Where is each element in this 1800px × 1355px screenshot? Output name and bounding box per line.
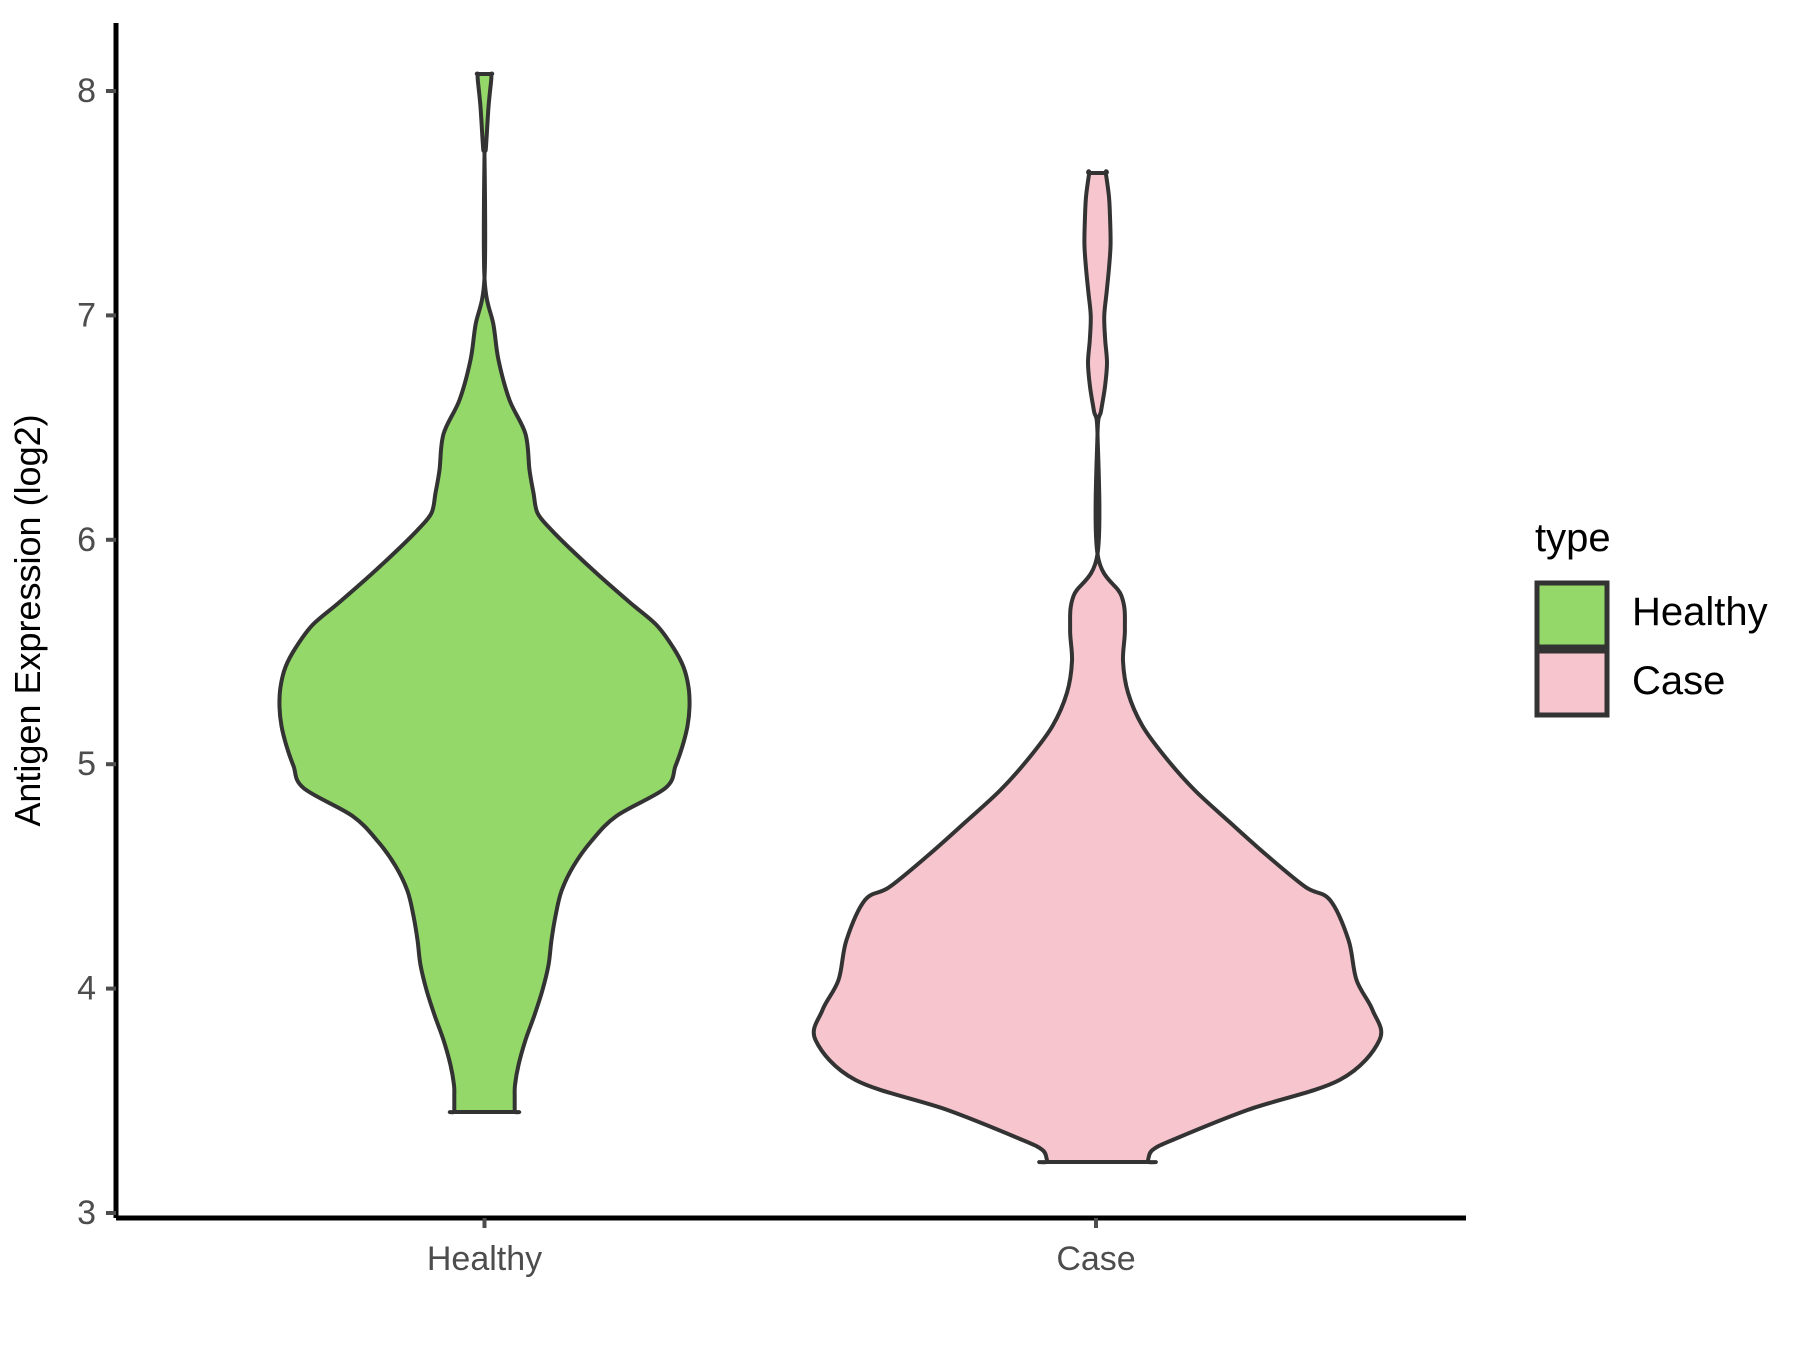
svg-text:4: 4: [77, 970, 96, 1008]
svg-text:8: 8: [77, 72, 96, 110]
svg-text:Case: Case: [1056, 1240, 1135, 1278]
svg-text:Case: Case: [1632, 659, 1725, 703]
svg-text:Healthy: Healthy: [427, 1240, 542, 1278]
svg-text:3: 3: [77, 1194, 96, 1232]
svg-text:Antigen Expression (log2): Antigen Expression (log2): [7, 414, 48, 826]
svg-text:type: type: [1535, 516, 1611, 560]
svg-text:Healthy: Healthy: [1632, 590, 1768, 634]
svg-text:7: 7: [77, 296, 96, 334]
svg-text:6: 6: [77, 521, 96, 559]
svg-text:5: 5: [77, 745, 96, 783]
